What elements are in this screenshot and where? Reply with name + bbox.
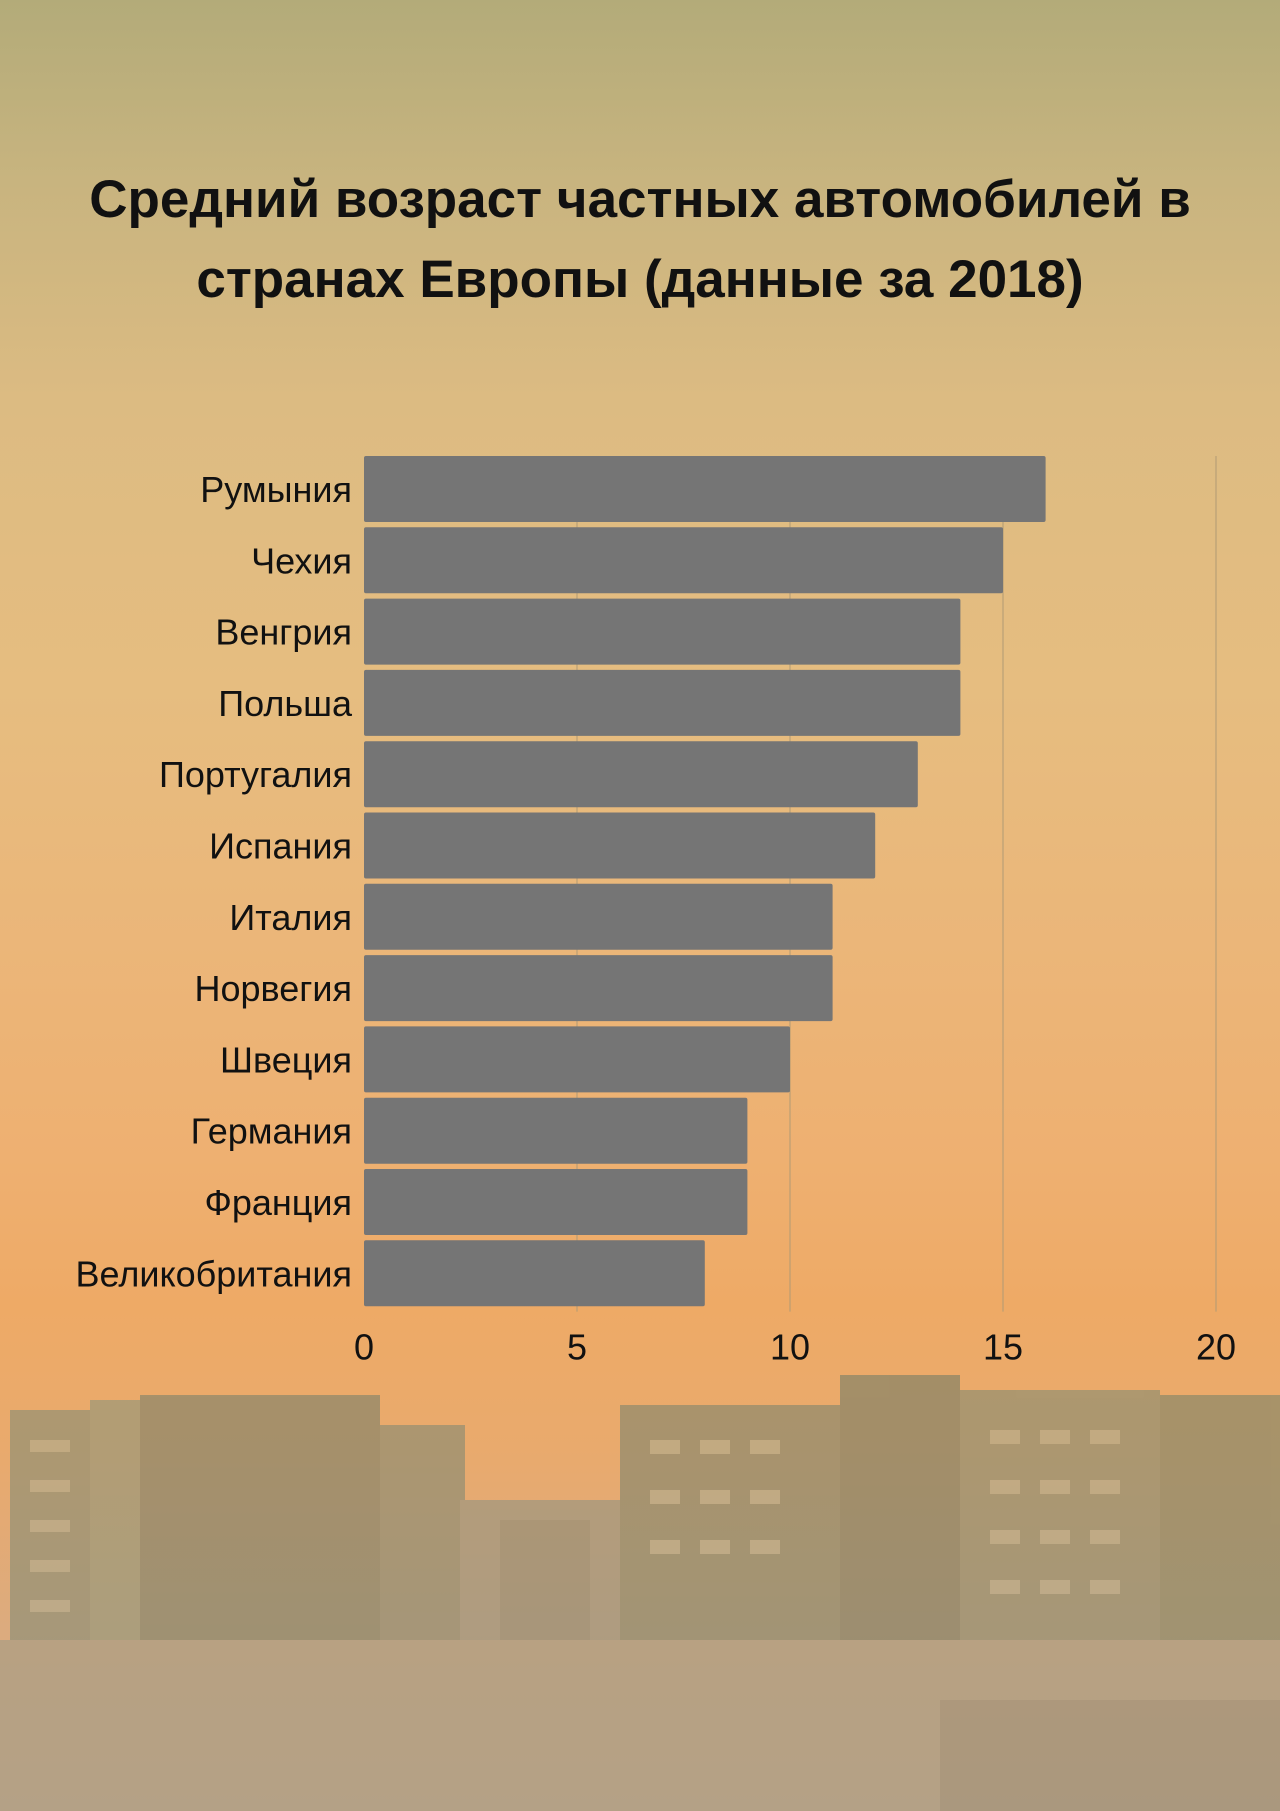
bar-2 <box>364 527 1003 594</box>
category-label: Испания <box>209 826 352 867</box>
category-label: Франция <box>204 1182 352 1223</box>
chart-title-line-1: Средний возраст частных автомобилей в <box>89 170 1191 229</box>
x-tick-label: 10 <box>770 1327 810 1368</box>
chart-title: Средний возраст частных автомобилей в ст… <box>0 160 1280 320</box>
bar-4 <box>364 669 961 736</box>
category-label: Италия <box>229 897 352 938</box>
x-tick-label: 0 <box>354 1327 374 1368</box>
bar-8 <box>364 955 833 1022</box>
category-label: Венгрия <box>215 612 352 653</box>
bar-1 <box>364 456 1046 522</box>
bar-3 <box>364 598 961 665</box>
category-label: Португалия <box>159 754 352 795</box>
chart-title-line-2: странах Европы (данные за 2018) <box>196 250 1084 309</box>
category-label: Польша <box>218 683 353 724</box>
category-label: Швеция <box>220 1039 352 1080</box>
x-tick-label: 20 <box>1196 1327 1236 1368</box>
bar-7 <box>364 883 833 950</box>
category-label: Чехия <box>251 540 352 581</box>
category-label: Норвегия <box>194 968 352 1009</box>
x-tick-label: 15 <box>983 1327 1023 1368</box>
category-label: Румыния <box>200 469 352 510</box>
bar-12 <box>364 1240 705 1307</box>
category-label: Великобритания <box>76 1253 352 1294</box>
bar-5 <box>364 741 918 808</box>
bar-6 <box>364 812 876 879</box>
bar-10 <box>364 1097 748 1164</box>
category-label: Германия <box>191 1111 352 1152</box>
bar-11 <box>364 1169 748 1235</box>
bar-9 <box>364 1026 790 1093</box>
x-tick-label: 5 <box>567 1327 587 1368</box>
